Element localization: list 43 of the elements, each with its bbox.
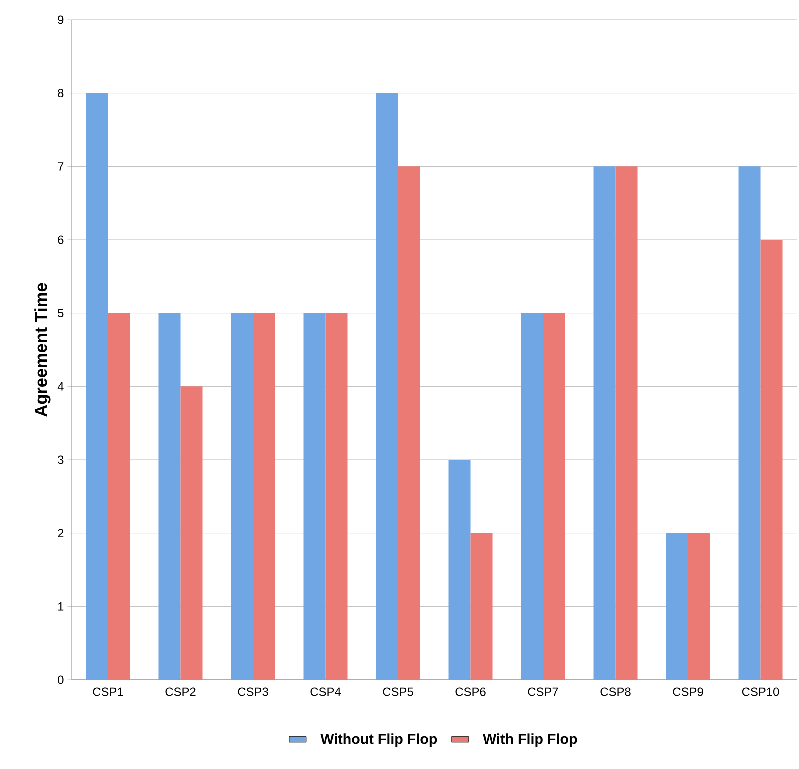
bar xyxy=(304,313,326,680)
y-tick-label: 8 xyxy=(58,89,64,98)
bar xyxy=(666,533,688,680)
bar xyxy=(688,533,710,680)
x-tick-label: CSP6 xyxy=(456,688,486,696)
bar xyxy=(326,313,348,680)
bar xyxy=(180,386,203,680)
bar xyxy=(521,313,544,680)
y-tick-label: 6 xyxy=(58,236,64,244)
bar xyxy=(594,166,616,680)
y-axis-title: Agreement Time xyxy=(34,283,51,417)
x-tick-label: CSP7 xyxy=(528,688,558,696)
x-tick-label: CSP5 xyxy=(383,688,414,696)
bar xyxy=(760,240,783,680)
y-tick-label: 4 xyxy=(58,382,64,391)
bar xyxy=(376,93,398,680)
bar xyxy=(108,313,130,680)
bar xyxy=(470,533,493,680)
x-tick-label: CSP9 xyxy=(673,688,704,696)
bar xyxy=(158,313,181,680)
bar xyxy=(738,166,761,680)
x-tick-label: CSP8 xyxy=(600,688,631,696)
x-tick-label: CSP10 xyxy=(742,688,780,696)
y-tick-label: 7 xyxy=(58,162,64,171)
bar xyxy=(616,166,638,680)
bar xyxy=(86,93,108,680)
bar xyxy=(448,460,471,680)
y-tick-label: 9 xyxy=(58,16,64,24)
x-tick-label: CSP1 xyxy=(93,688,124,696)
bar xyxy=(543,313,566,680)
bar xyxy=(253,313,276,680)
legend-label: With Flip Flop xyxy=(483,734,578,748)
x-tick-label: CSP2 xyxy=(166,688,196,696)
y-tick-label: 1 xyxy=(58,602,64,611)
y-tick-label: 5 xyxy=(58,309,64,318)
y-tick-label: 2 xyxy=(58,529,64,538)
y-tick-label: 3 xyxy=(58,456,64,464)
bar xyxy=(231,313,254,680)
legend-label: Without Flip Flop xyxy=(320,734,438,748)
bar xyxy=(398,166,420,680)
x-tick-label: CSP3 xyxy=(238,688,268,696)
x-tick-label: CSP4 xyxy=(310,688,342,696)
y-tick-label: 0 xyxy=(58,676,64,684)
